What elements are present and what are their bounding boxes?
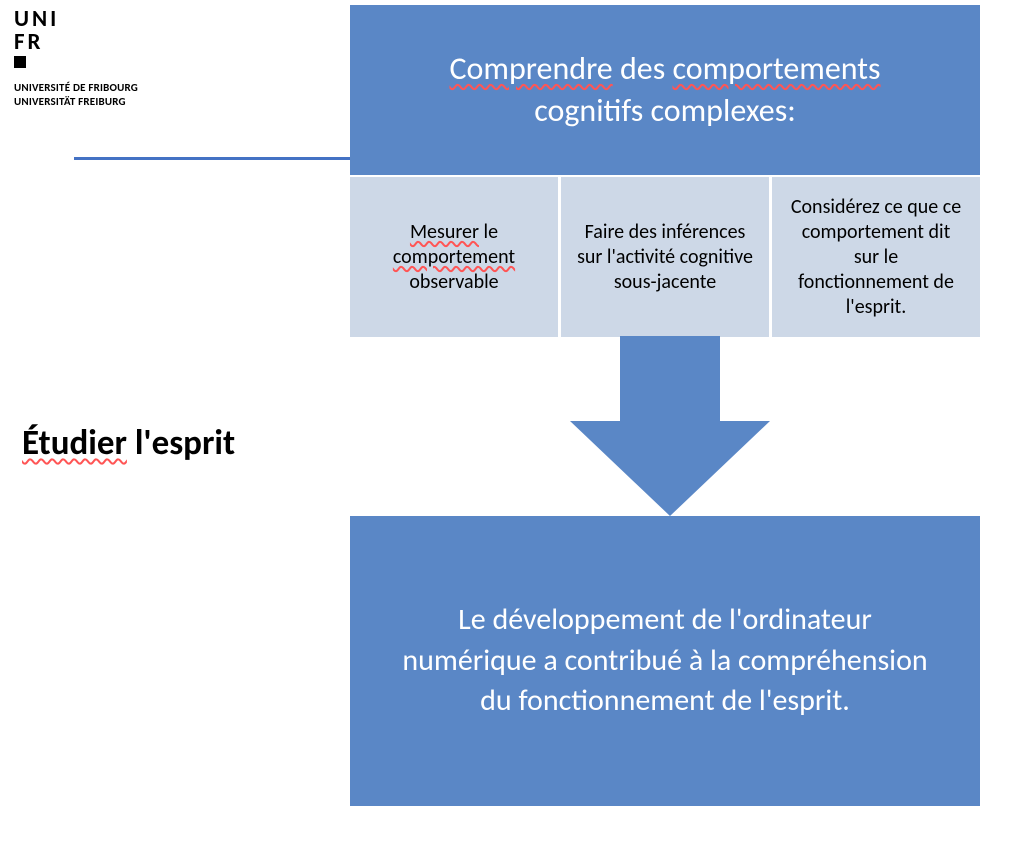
column-2: Faire des inférences sur l'activité cogn… [561, 177, 769, 337]
bottom-text: Le développement de l'ordinateur numériq… [390, 600, 940, 722]
column-3: Considérez ce que ce comportement dit su… [772, 177, 980, 337]
header-text: Comprendre des comportements cognitifs c… [449, 48, 880, 131]
header-box: Comprendre des comportements cognitifs c… [350, 5, 980, 175]
bottom-box: Le développement de l'ordinateur numériq… [350, 516, 980, 806]
divider-line [74, 157, 350, 160]
columns-row: Mesurer le comportement observable Faire… [350, 177, 980, 337]
university-logo: UNI FR UNIVERSITÉ DE FRIBOURG UNIVERSITÄ… [14, 8, 138, 109]
side-title: Étudier l'esprit [22, 422, 235, 464]
logo-line2: FR [14, 31, 138, 54]
logo-square [14, 56, 26, 68]
university-label: UNIVERSITÉ DE FRIBOURG UNIVERSITÄT FREIB… [14, 81, 138, 109]
column-1: Mesurer le comportement observable [350, 177, 558, 337]
down-arrow-icon [570, 336, 770, 516]
